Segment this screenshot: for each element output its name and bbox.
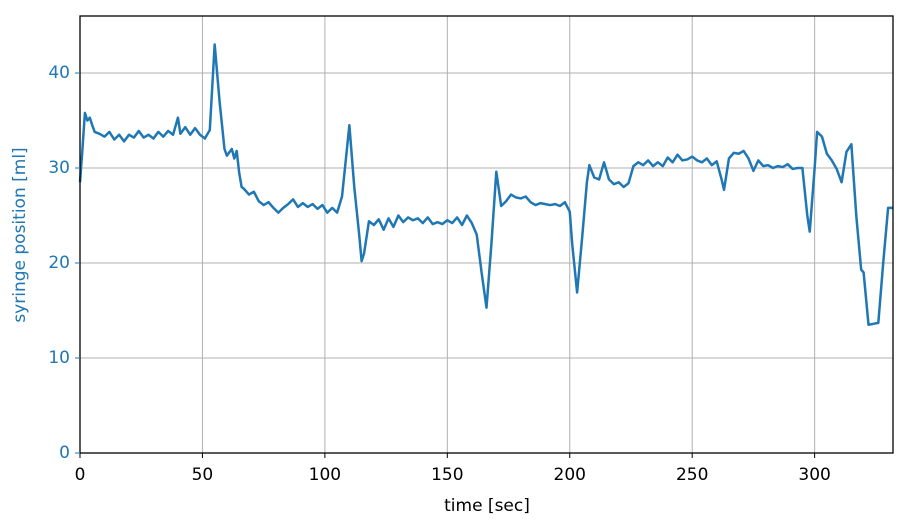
frame — [79, 15, 894, 454]
x-tick-label: 150 — [431, 465, 463, 485]
x-tick-label: 300 — [798, 465, 830, 485]
plot-layer — [78, 43, 893, 326]
x-tick-label: 200 — [554, 465, 586, 485]
y-tick-label: 30 — [48, 158, 70, 178]
y-tick-label: 20 — [48, 253, 70, 273]
y-tick-label: 40 — [48, 63, 70, 83]
x-tick-label: 100 — [309, 465, 341, 485]
y-tick-label: 0 — [59, 443, 70, 463]
x-tick-label: 250 — [676, 465, 708, 485]
y-tick-label: 10 — [48, 348, 70, 368]
y-axis-label: syringe position [ml] — [10, 147, 30, 322]
x-axis-label: time [sec] — [444, 496, 530, 516]
data-line — [78, 43, 893, 326]
x-tick-label: 0 — [75, 465, 86, 485]
x-tick-label: 50 — [192, 465, 214, 485]
grid-layer — [79, 16, 893, 454]
